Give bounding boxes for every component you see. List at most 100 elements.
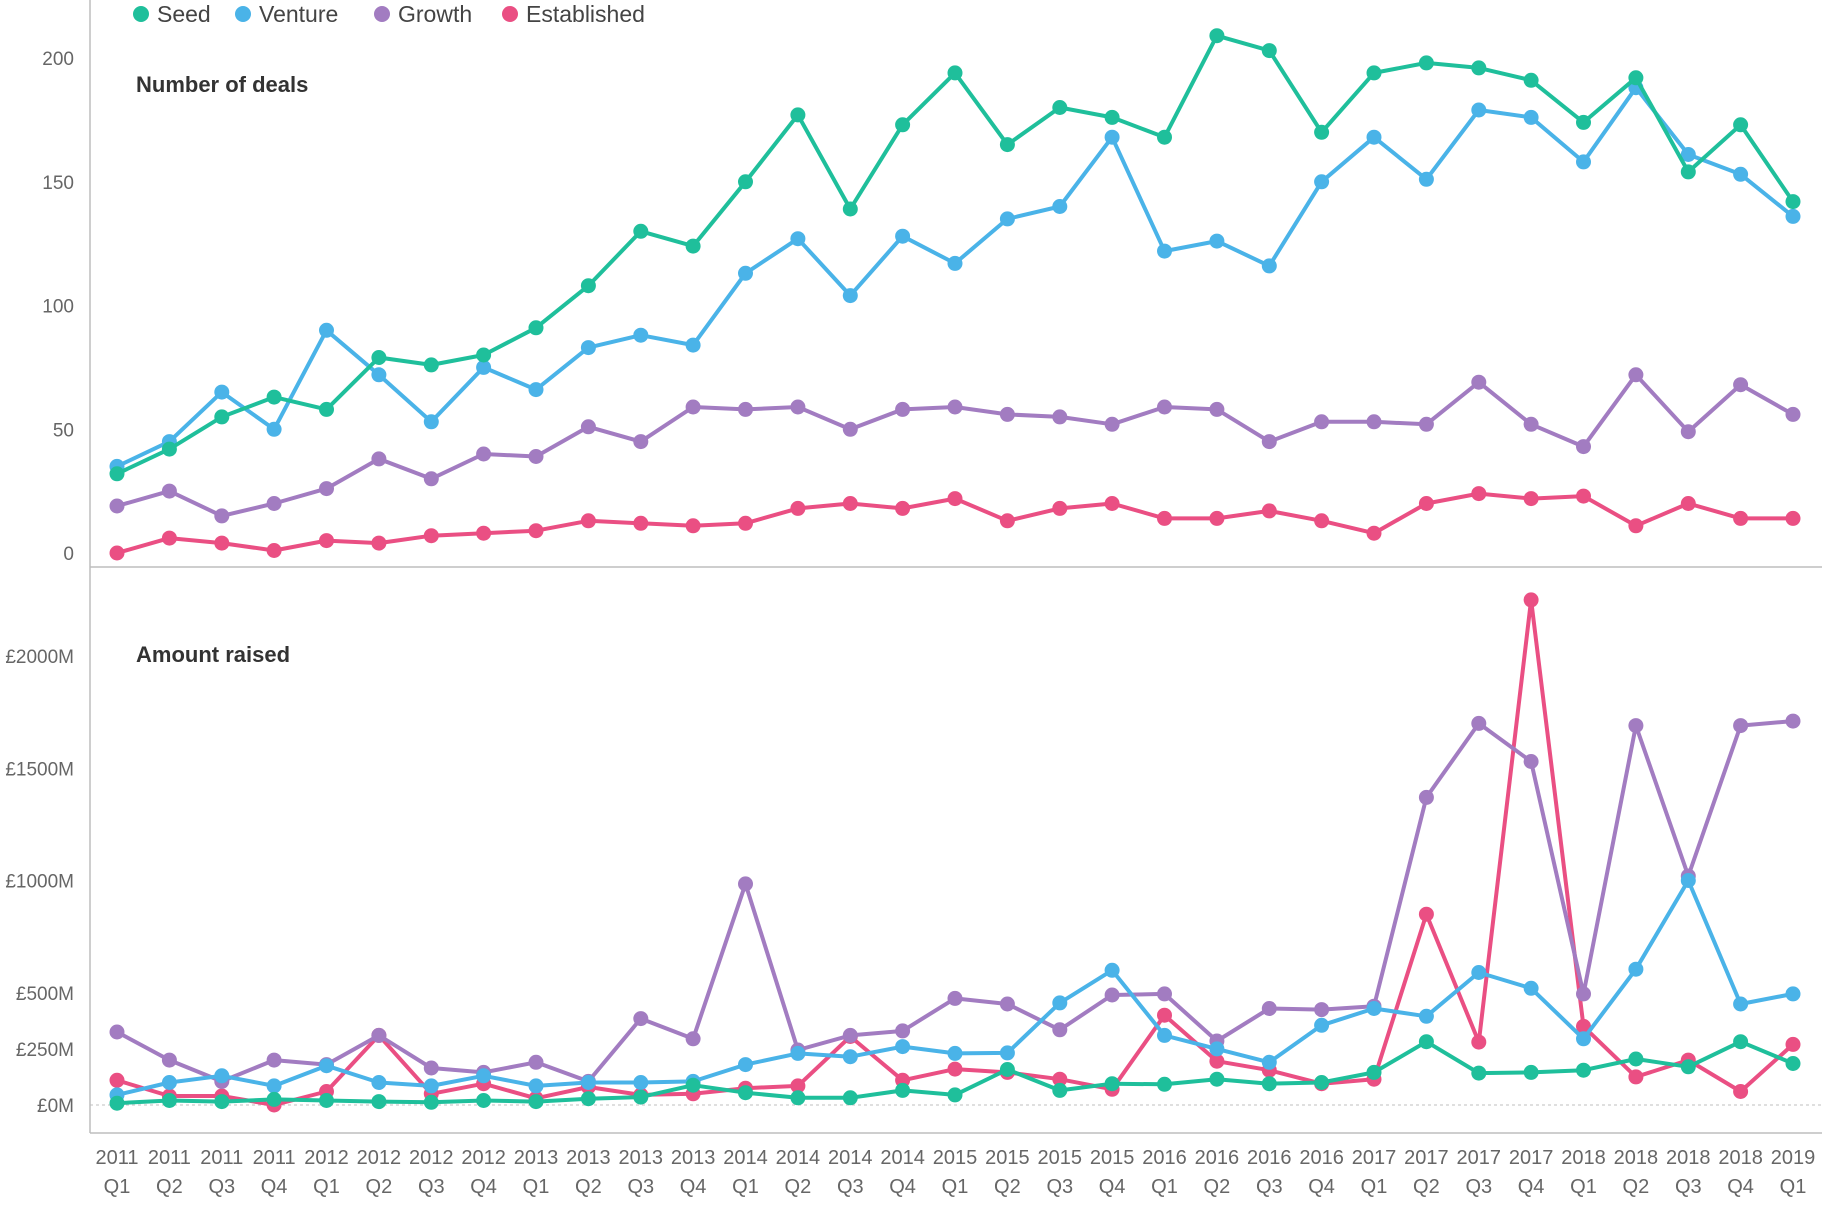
data-point [214,508,230,524]
data-point [161,530,177,546]
data-point [1628,1051,1644,1067]
y-tick-label: 200 [42,49,74,70]
data-point [895,117,911,133]
data-point [1261,258,1277,274]
data-point [895,228,911,244]
data-point [633,1011,649,1027]
data-point [1576,1031,1591,1047]
data-point [1680,147,1696,162]
data-point [633,1075,649,1090]
data-point [685,399,701,415]
data-point [999,1045,1015,1061]
data-point [738,174,753,190]
y-tick-label: £1000M [5,872,74,893]
legend-item-seed: Seed [133,1,211,27]
data-point [1785,406,1801,422]
data-point [842,1049,858,1065]
data-point [161,1075,177,1090]
data-point [685,1031,701,1047]
data-point [790,1078,806,1094]
data-point [1052,500,1068,516]
data-point [738,1057,753,1073]
data-point [1523,491,1539,507]
data-point [528,320,544,336]
x-tick-year: 2017 [1404,1147,1449,1169]
data-point [1209,510,1225,526]
x-tick-year: 2016 [1299,1147,1344,1169]
data-point [1523,754,1539,769]
data-point [1052,1071,1068,1087]
data-point [1471,715,1487,731]
data-point [214,535,230,551]
panel-title: Number of deals [136,72,308,97]
data-point [1157,129,1172,145]
data-point [1785,194,1801,210]
data-point [1576,1018,1591,1034]
series-established [109,592,1801,1113]
data-point [1628,718,1644,734]
data-point [842,201,858,217]
x-tick-year: 2012 [409,1147,454,1169]
data-point [1052,100,1068,115]
data-point [1680,496,1696,511]
data-point [528,1054,544,1070]
data-point [476,359,492,375]
x-tick-year: 2013 [671,1147,716,1169]
data-point [1576,986,1591,1002]
data-point [580,1075,596,1090]
data-point [1418,496,1434,511]
data-point [1261,503,1277,519]
data-point [1104,987,1120,1003]
data-point [1733,718,1749,734]
data-point [895,1023,911,1039]
x-tick-year: 2011 [95,1147,138,1169]
data-point [371,350,387,365]
x-tick-year: 2015 [985,1147,1030,1169]
data-point [738,1085,753,1101]
data-point [1157,1007,1172,1023]
data-point [109,466,125,482]
data-point [999,996,1015,1012]
x-tick-quarter: Q2 [575,1176,602,1198]
data-point [1314,174,1330,190]
x-tick-year: 2017 [1509,1147,1554,1169]
data-point [266,1078,282,1094]
data-point [1418,416,1434,432]
data-point [947,1045,963,1061]
data-point [1628,70,1644,86]
legend-marker-venture [235,6,251,22]
x-tick-quarter: Q3 [627,1176,654,1198]
series-seed [109,28,1801,482]
x-tick-year: 2013 [566,1147,611,1169]
series-growth [109,367,1801,524]
legend-item-venture: Venture [235,1,338,27]
series-established [109,486,1801,561]
x-tick-quarter: Q1 [1361,1176,1388,1198]
data-point [842,288,858,304]
x-tick-quarter: Q1 [313,1176,340,1198]
y-tick-label: £0M [37,1096,74,1117]
x-tick-quarter: Q4 [680,1176,707,1198]
x-tick-quarter: Q1 [1570,1176,1597,1198]
y-tick-label: 0 [63,544,74,565]
data-point [633,327,649,343]
data-point [266,496,282,511]
data-point [319,1058,334,1074]
data-point [947,399,963,415]
x-tick-quarter: Q3 [208,1176,235,1198]
data-point [738,876,753,892]
data-point [738,515,753,531]
data-point [1104,109,1120,125]
x-tick-quarter: Q1 [732,1176,759,1198]
data-point [1052,199,1068,214]
data-point [947,1087,963,1103]
data-point [1209,28,1225,44]
x-tick-quarter: Q1 [1151,1176,1178,1198]
legend-marker-seed [133,6,149,22]
data-point [528,382,544,398]
data-point [999,137,1015,153]
data-point [371,1075,387,1090]
data-point [1680,424,1696,440]
legend-label-established: Established [526,1,645,27]
